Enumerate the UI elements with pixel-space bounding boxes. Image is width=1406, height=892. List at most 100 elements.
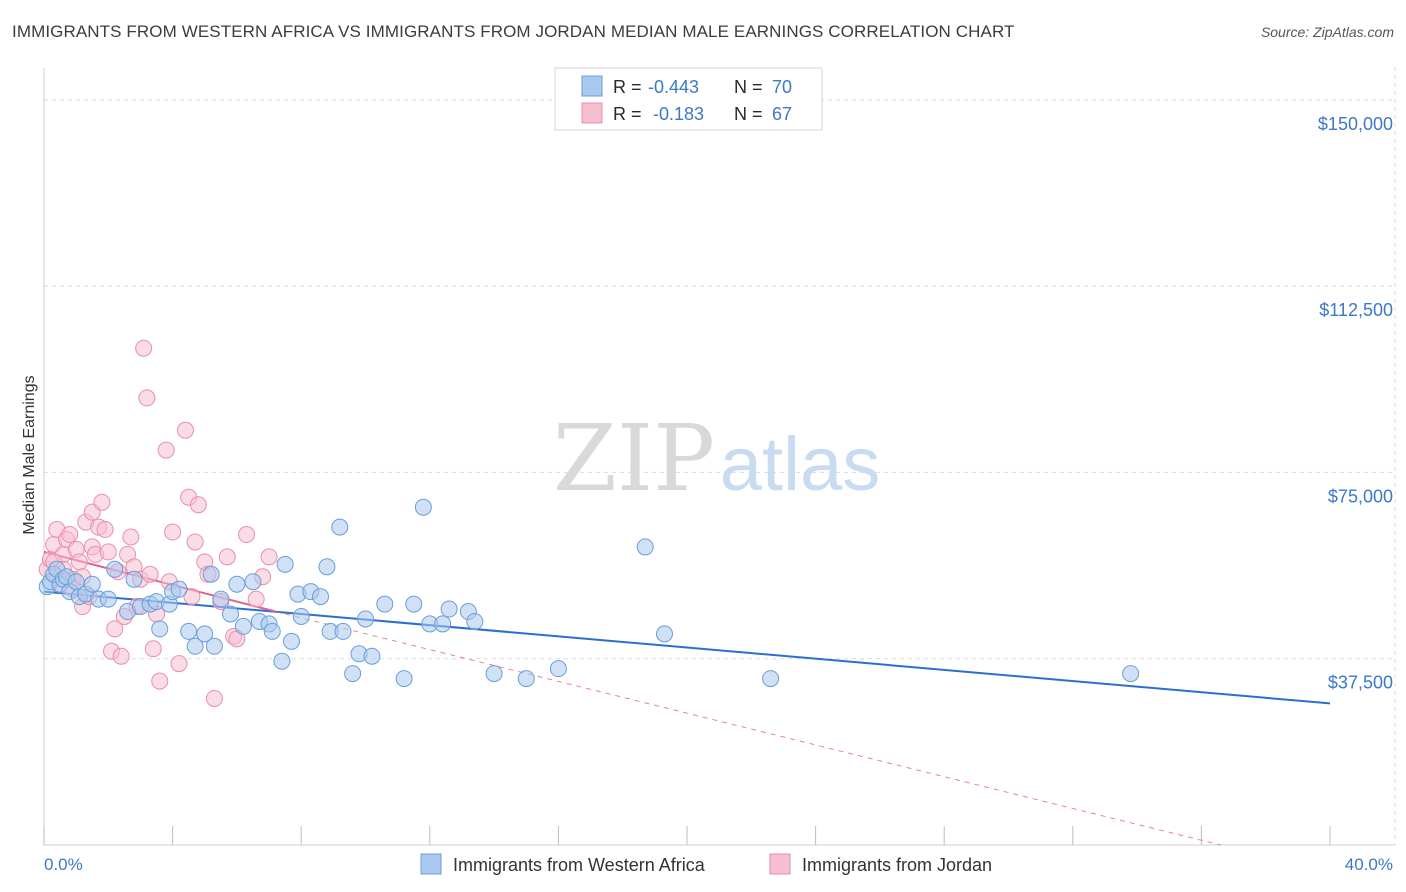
data-point	[234, 617, 252, 635]
bottom-legend-label-western-africa: Immigrants from Western Africa	[453, 855, 706, 875]
data-point	[244, 573, 262, 591]
data-point	[655, 625, 673, 643]
trend-line-blue	[43, 590, 1331, 705]
axes	[43, 68, 1395, 846]
data-point	[157, 441, 175, 459]
data-point	[189, 496, 207, 514]
correlation-legend: R = -0.443 N = 70 R = -0.183 N = 67	[554, 67, 823, 131]
data-point	[180, 622, 198, 640]
legend-swatch-pink	[581, 102, 603, 124]
data-point	[135, 339, 153, 357]
data-point	[170, 580, 188, 598]
data-point	[205, 637, 223, 655]
data-point	[276, 555, 294, 573]
data-point	[99, 590, 117, 608]
data-point	[151, 672, 169, 690]
data-point	[106, 620, 124, 638]
x-tick-labels: 0.0% 40.0%	[44, 855, 1393, 874]
data-point	[93, 493, 111, 511]
data-point	[311, 588, 329, 606]
data-point	[466, 612, 484, 630]
data-point	[61, 526, 79, 544]
data-point	[292, 607, 310, 625]
y-tick-label: $37,500	[1328, 673, 1393, 693]
series-jordan-points	[38, 339, 278, 707]
data-point	[263, 622, 281, 640]
watermark: ZIP atlas	[553, 405, 880, 512]
data-point	[218, 548, 236, 566]
data-point	[112, 647, 130, 665]
legend-swatch-blue	[581, 75, 603, 97]
data-point	[99, 543, 117, 561]
data-point	[176, 421, 194, 439]
data-point	[151, 620, 169, 638]
legend-r-label: R =	[613, 104, 642, 124]
data-point	[183, 588, 201, 606]
data-point	[141, 565, 159, 583]
data-point	[238, 526, 256, 544]
x-tick-label: 0.0%	[44, 855, 83, 874]
data-point	[1122, 665, 1140, 683]
legend-n-value: 67	[772, 104, 792, 124]
trend-lines	[43, 550, 1331, 846]
data-point	[221, 605, 239, 623]
data-point	[164, 523, 182, 541]
data-point	[212, 590, 230, 608]
y-tick-label: $75,000	[1328, 486, 1393, 506]
data-point	[144, 640, 162, 658]
legend-r-value: -0.183	[653, 104, 704, 124]
data-point	[395, 670, 413, 688]
data-point	[549, 660, 567, 678]
data-point	[96, 521, 114, 539]
watermark-zip: ZIP	[553, 405, 715, 512]
data-point	[138, 389, 156, 407]
data-point	[125, 570, 143, 588]
trend-line-extension	[275, 611, 1221, 846]
data-point	[405, 595, 423, 613]
y-tick-label: $112,500	[1319, 300, 1393, 320]
data-point	[363, 647, 381, 665]
data-point	[186, 533, 204, 551]
bottom-legend-swatch-blue	[420, 853, 442, 875]
bottom-legend-label-jordan: Immigrants from Jordan	[802, 855, 992, 875]
chart-title: IMMIGRANTS FROM WESTERN AFRICA VS IMMIGR…	[12, 22, 1015, 41]
data-point	[517, 670, 535, 688]
data-point	[376, 595, 394, 613]
data-point	[344, 665, 362, 683]
x-tick-label: 40.0%	[1345, 855, 1393, 874]
data-point	[334, 622, 352, 640]
data-point	[762, 670, 780, 688]
data-point	[122, 528, 140, 546]
data-point	[202, 565, 220, 583]
legend-r-value: -0.443	[648, 77, 699, 97]
data-point	[205, 689, 223, 707]
data-point	[283, 632, 301, 650]
legend-n-label: N =	[734, 77, 763, 97]
source-label: Source: ZipAtlas.com	[1260, 24, 1394, 40]
data-point	[357, 610, 374, 628]
data-point	[247, 590, 265, 608]
data-point	[228, 575, 246, 593]
data-point	[318, 558, 336, 576]
data-point	[83, 575, 101, 593]
data-point	[70, 553, 88, 571]
data-point	[331, 518, 349, 536]
y-tick-labels: $37,500 $75,000 $112,500 $150,000	[1318, 114, 1393, 693]
data-point	[170, 655, 188, 673]
data-point	[434, 615, 452, 633]
legend-r-label: R =	[613, 77, 642, 97]
data-point	[273, 652, 291, 670]
data-point	[485, 665, 503, 683]
watermark-atlas: atlas	[720, 422, 881, 507]
data-point	[260, 548, 278, 566]
data-point	[196, 625, 214, 643]
data-point	[414, 498, 432, 516]
data-point	[106, 560, 124, 578]
data-point	[636, 538, 654, 556]
bottom-legend-swatch-pink	[769, 853, 791, 875]
data-point	[440, 600, 458, 618]
y-tick-label: $150,000	[1318, 114, 1393, 134]
data-point	[186, 637, 204, 655]
series-western-africa-points	[38, 498, 1140, 688]
